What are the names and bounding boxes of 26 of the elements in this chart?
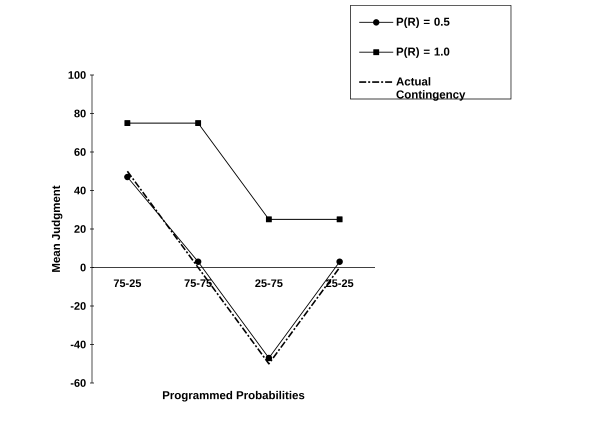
y-tick-label: 100 [68, 71, 86, 79]
y-axis-title: Mean Judgment [52, 186, 62, 272]
y-tick-label: 20 [74, 225, 86, 233]
y-tick-label: 80 [74, 110, 86, 118]
x-axis-title: Programmed Probabilities [162, 390, 304, 402]
point [336, 258, 343, 265]
y-tick-label: 0 [80, 264, 86, 272]
legend-label: Actual Contingency [396, 77, 466, 101]
point [336, 216, 343, 222]
point [266, 354, 272, 362]
x-tick-label: 75-75 [184, 279, 212, 287]
y-tick-label: 40 [74, 186, 86, 194]
point [195, 120, 202, 126]
point [266, 216, 272, 222]
legend-label: P(R) = 0.5 [396, 17, 450, 28]
x-tick-label: 25-25 [326, 279, 354, 288]
y-tick-label: 60 [74, 148, 86, 156]
x-tick-label: 25-75 [255, 279, 283, 288]
y-tick-label: -20 [70, 302, 86, 310]
y-tick-label: -40 [70, 340, 86, 348]
y-tick-label: -60 [70, 379, 86, 387]
x-tick-label: 75-25 [114, 279, 142, 288]
point [124, 174, 131, 180]
point [124, 120, 130, 126]
legend-label: P(R) = 1.0 [396, 47, 450, 58]
point [194, 258, 202, 265]
